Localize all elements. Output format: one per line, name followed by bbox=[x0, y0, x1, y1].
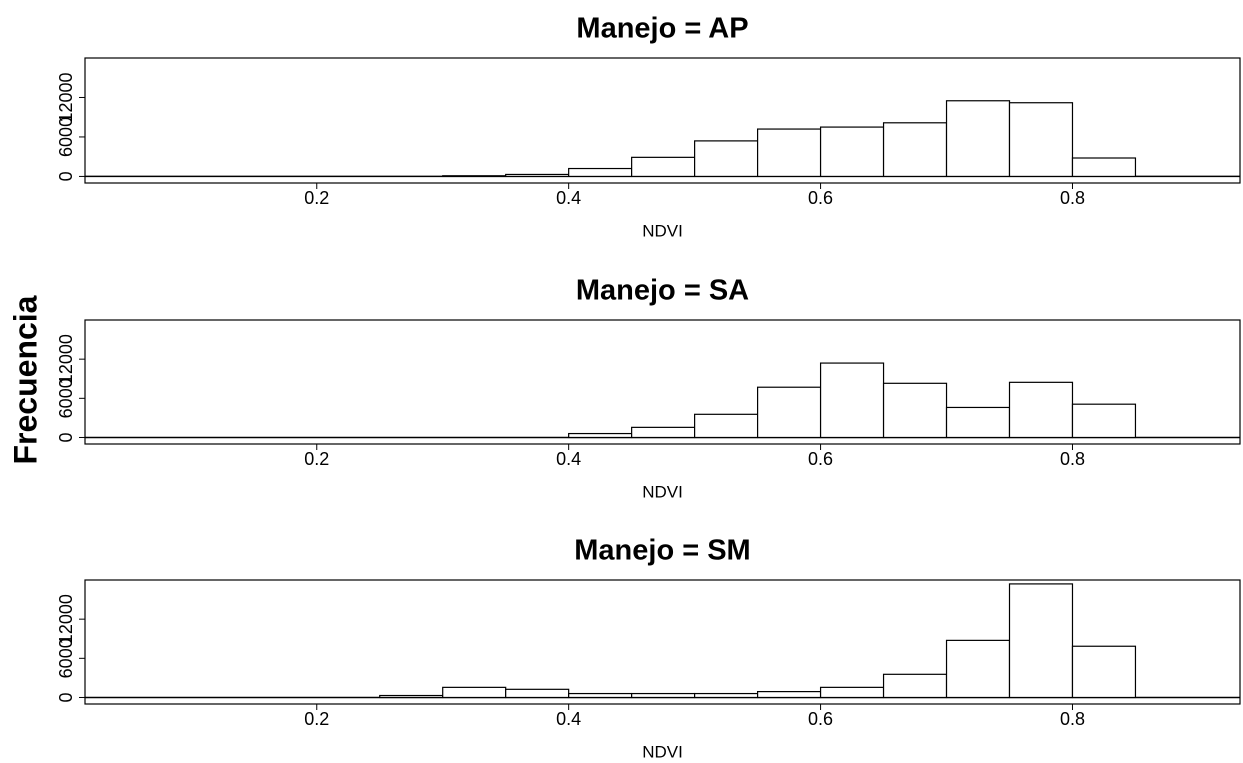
x-axis-label: NDVI bbox=[642, 221, 683, 240]
bar bbox=[694, 140, 759, 178]
chart-title: Manejo = SM bbox=[574, 535, 750, 567]
x-tick-label: 0.8 bbox=[1060, 449, 1085, 469]
bar bbox=[442, 175, 507, 178]
bar bbox=[819, 686, 885, 699]
x-axis-label: NDVI bbox=[642, 482, 683, 501]
bar bbox=[756, 386, 822, 439]
bar bbox=[1071, 645, 1137, 699]
bar bbox=[1008, 583, 1074, 699]
bar bbox=[756, 128, 822, 178]
bar bbox=[882, 382, 948, 439]
y-tick-label: 0 bbox=[56, 692, 76, 702]
bar bbox=[631, 692, 696, 699]
x-tick-label: 0.6 bbox=[808, 188, 833, 208]
x-tick-label: 0.8 bbox=[1060, 188, 1085, 208]
bar bbox=[1008, 102, 1074, 178]
bar bbox=[945, 639, 1011, 699]
y-tick-label: 6000 bbox=[56, 378, 76, 418]
x-tick-label: 0.4 bbox=[556, 709, 581, 729]
y-axis-label: Frecuencia bbox=[7, 295, 43, 464]
bar bbox=[1071, 403, 1137, 439]
bar bbox=[1008, 381, 1074, 439]
plot-frame bbox=[84, 319, 1241, 445]
bar bbox=[694, 692, 759, 699]
y-tick-label: 0 bbox=[56, 171, 76, 181]
chart-title: Manejo = SA bbox=[576, 275, 749, 307]
x-tick-label: 0.6 bbox=[808, 709, 833, 729]
y-tick-label: 12000 bbox=[56, 594, 76, 644]
x-tick-label: 0.4 bbox=[556, 449, 581, 469]
bar bbox=[568, 432, 633, 439]
bar bbox=[568, 692, 633, 699]
bar bbox=[568, 167, 633, 178]
y-tick-label: 6000 bbox=[56, 117, 76, 157]
bar bbox=[631, 156, 696, 178]
x-tick-label: 0.8 bbox=[1060, 709, 1085, 729]
bar bbox=[631, 426, 696, 439]
bar bbox=[442, 686, 507, 699]
x-tick-label: 0.2 bbox=[304, 449, 329, 469]
bar bbox=[505, 173, 570, 178]
bar bbox=[379, 694, 444, 699]
bar bbox=[694, 413, 759, 439]
plot-frame bbox=[84, 57, 1241, 184]
chart-title: Manejo = AP bbox=[576, 13, 748, 45]
x-tick-label: 0.2 bbox=[304, 709, 329, 729]
y-tick-label: 6000 bbox=[56, 638, 76, 678]
bar bbox=[945, 100, 1011, 178]
bar bbox=[819, 362, 885, 439]
y-tick-label: 12000 bbox=[56, 334, 76, 384]
bar bbox=[945, 406, 1011, 439]
x-axis-label: NDVI bbox=[642, 742, 683, 761]
bar bbox=[1071, 157, 1137, 178]
bar bbox=[505, 688, 570, 699]
x-tick-label: 0.6 bbox=[808, 449, 833, 469]
y-tick-label: 12000 bbox=[56, 72, 76, 122]
x-tick-label: 0.2 bbox=[304, 188, 329, 208]
x-tick-label: 0.4 bbox=[556, 188, 581, 208]
bar bbox=[756, 690, 822, 699]
plot-frame bbox=[84, 579, 1241, 705]
y-tick-label: 0 bbox=[56, 432, 76, 442]
bar bbox=[882, 122, 948, 178]
bar bbox=[882, 673, 948, 699]
bar bbox=[819, 126, 885, 178]
